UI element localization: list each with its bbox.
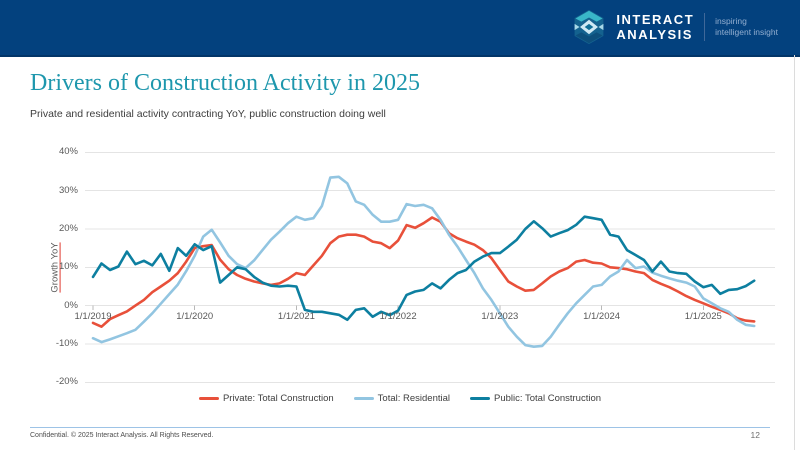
y-tick-label: 40% — [58, 146, 78, 158]
slide-right-edge — [794, 55, 795, 450]
legend-line-swatch — [470, 397, 491, 400]
footer-confidential-text: Confidential. © 2025 Interact Analysis. … — [30, 432, 214, 439]
legend-item: Private: Total Construction — [198, 393, 334, 404]
x-tick-label: 1/1/2022 — [379, 310, 417, 322]
x-tick-label: 1/1/2025 — [684, 310, 722, 322]
x-tick-label: 1/1/2021 — [277, 310, 315, 322]
y-tick-label: 0% — [64, 299, 78, 311]
legend-label: Total: Residential — [377, 393, 451, 404]
brand-tagline-line2: intelligent insight — [715, 27, 778, 37]
legend-label: Private: Total Construction — [222, 393, 334, 404]
y-tick-label: 30% — [58, 184, 78, 196]
x-tick-label: 1/1/2020 — [176, 310, 214, 322]
header-bar: INTERACT ANALYSIS inspiring intelligent … — [0, 0, 800, 57]
brand-tagline-line1: inspiring — [715, 16, 747, 26]
brand-divider — [704, 13, 706, 41]
series-line-total-residential — [91, 175, 756, 349]
series-line-private-total-construction — [91, 216, 756, 329]
interact-analysis-logo-icon — [575, 9, 604, 45]
y-tick-label: 20% — [58, 222, 78, 234]
page-subtitle: Private and residential activity contrac… — [30, 108, 386, 120]
brand-name: INTERACT ANALYSIS — [616, 12, 694, 42]
brand-logo: INTERACT ANALYSIS inspiring intelligent … — [571, 9, 778, 45]
page-title: Drivers of Construction Activity in 2025 — [30, 70, 420, 96]
footer-divider — [30, 427, 770, 428]
legend-line-swatch — [353, 397, 374, 400]
legend-line-swatch — [198, 397, 219, 400]
brand-name-line2: ANALYSIS — [616, 27, 693, 42]
series-line-public-total-construction — [91, 215, 756, 322]
x-tick-label: 1/1/2024 — [583, 310, 621, 322]
y-tick-label: -20% — [55, 376, 78, 388]
x-tick-label: 1/1/2023 — [481, 310, 519, 322]
brand-tagline: inspiring intelligent insight — [715, 16, 778, 38]
legend-item: Total: Residential — [353, 393, 451, 404]
legend-item: Public: Total Construction — [470, 393, 601, 404]
y-tick-label: 10% — [58, 261, 78, 273]
y-tick-label: -10% — [55, 337, 78, 349]
brand-name-line1: INTERACT — [616, 12, 695, 27]
page-number: 12 — [750, 430, 760, 440]
chart-legend: Private: Total Construction Total: Reside… — [0, 393, 800, 404]
legend-label: Public: Total Construction — [494, 393, 602, 404]
x-tick-label: 1/1/2019 — [74, 310, 112, 322]
